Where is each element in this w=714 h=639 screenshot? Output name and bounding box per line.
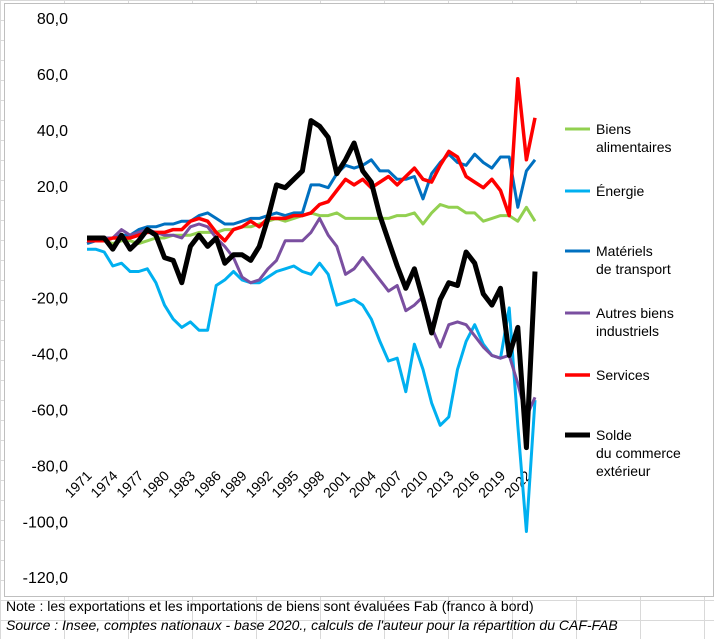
legend-label: Matériels de transport (596, 243, 671, 277)
legend-label: Solde du commerce extérieur (596, 427, 681, 479)
series-line (87, 76, 537, 243)
x-tick-label: 2001 (320, 467, 353, 500)
x-tick-label: 2007 (372, 467, 405, 500)
note: Note : les exportations et les importati… (6, 598, 534, 614)
series-line (87, 118, 538, 451)
legend-label: Biens alimentaires (596, 121, 672, 155)
y-tick-label: 40,0 (37, 123, 68, 140)
x-tick-label: 1980 (139, 467, 172, 500)
y-tick-label: -100,0 (23, 514, 68, 531)
y-tick-label: 60,0 (37, 67, 68, 84)
y-tick-label: -60,0 (32, 403, 69, 420)
y-tick-label: 80,0 (37, 11, 68, 28)
x-tick-label: 2004 (346, 467, 379, 500)
x-tick-label: 1992 (242, 467, 275, 500)
series-line (87, 247, 537, 533)
x-tick-label: 2016 (449, 467, 482, 500)
legend-label: Services (596, 367, 650, 383)
chart: 80,0 60,0 40,0 20,0 0,0 -20,0 -40,0 -60,0 -80,0 -… (23, 11, 590, 587)
x-tick-label: 1974 (87, 467, 120, 500)
y-tick-label: -80,0 (32, 458, 69, 475)
y-tick-label: -120,0 (23, 570, 68, 587)
legend-label: Énergie (596, 183, 645, 199)
x-tick-label: 1977 (113, 467, 146, 500)
legend-label: Autres biens industriels (596, 305, 674, 339)
x-tick-label: 1986 (191, 467, 224, 500)
series-line (87, 216, 537, 419)
y-tick-label: 20,0 (37, 179, 68, 196)
chart-area (4, 3, 714, 597)
x-tick-label: 1983 (165, 467, 198, 500)
y-tick-label: -20,0 (32, 291, 69, 308)
y-tick-label: -40,0 (32, 347, 69, 364)
source: Source : Insee, comptes nationaux - base… (6, 617, 618, 633)
x-tick-label: 1995 (268, 467, 301, 500)
x-tick-label: 1989 (216, 467, 249, 500)
x-tick-label: 1998 (294, 467, 327, 500)
x-tick-label: 2013 (423, 467, 456, 500)
x-tick-label: 2010 (397, 467, 430, 500)
x-tick-label: 2019 (475, 467, 508, 500)
y-tick-label: 0,0 (46, 235, 68, 252)
